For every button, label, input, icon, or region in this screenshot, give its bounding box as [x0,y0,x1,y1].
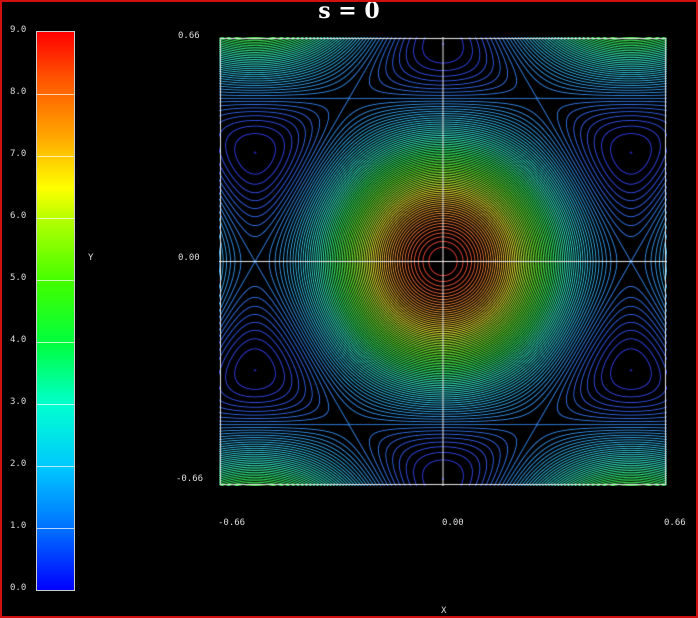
x-axis-label: X [441,606,447,616]
colorbar-tick-label: 4.0 [10,335,27,345]
colorbar-tick-label: 6.0 [10,211,27,221]
colorbar-tick-label: 3.0 [10,397,27,407]
y-axis-label: Y [88,253,94,263]
colorbar-tick-label: 0.0 [10,583,27,593]
colorbar-tick-label: 2.0 [10,459,27,469]
colorbar [36,31,75,591]
colorbar-level-line [37,342,74,343]
contour-plot [219,37,667,486]
colorbar-tick-label: 8.0 [10,87,27,97]
x-tick-label: -0.66 [218,518,246,528]
y-tick-label: 0.66 [178,31,200,41]
chart-title: s = 0 [318,0,380,24]
colorbar-level-line [37,94,74,95]
colorbar-level-line [37,404,74,405]
colorbar-tick-label: 9.0 [10,25,27,35]
x-tick-label: 0.66 [664,518,686,528]
y-tick-label: -0.66 [176,474,204,484]
colorbar-tick-label: 5.0 [10,273,27,283]
colorbar-level-line [37,218,74,219]
colorbar-level-line [37,528,74,529]
colorbar-level-line [37,156,74,157]
colorbar-tick-label: 7.0 [10,149,27,159]
colorbar-tick-label: 1.0 [10,521,27,531]
x-tick-label: 0.00 [442,518,464,528]
y-tick-label: 0.00 [178,253,200,263]
colorbar-level-line [37,466,74,467]
colorbar-level-line [37,280,74,281]
